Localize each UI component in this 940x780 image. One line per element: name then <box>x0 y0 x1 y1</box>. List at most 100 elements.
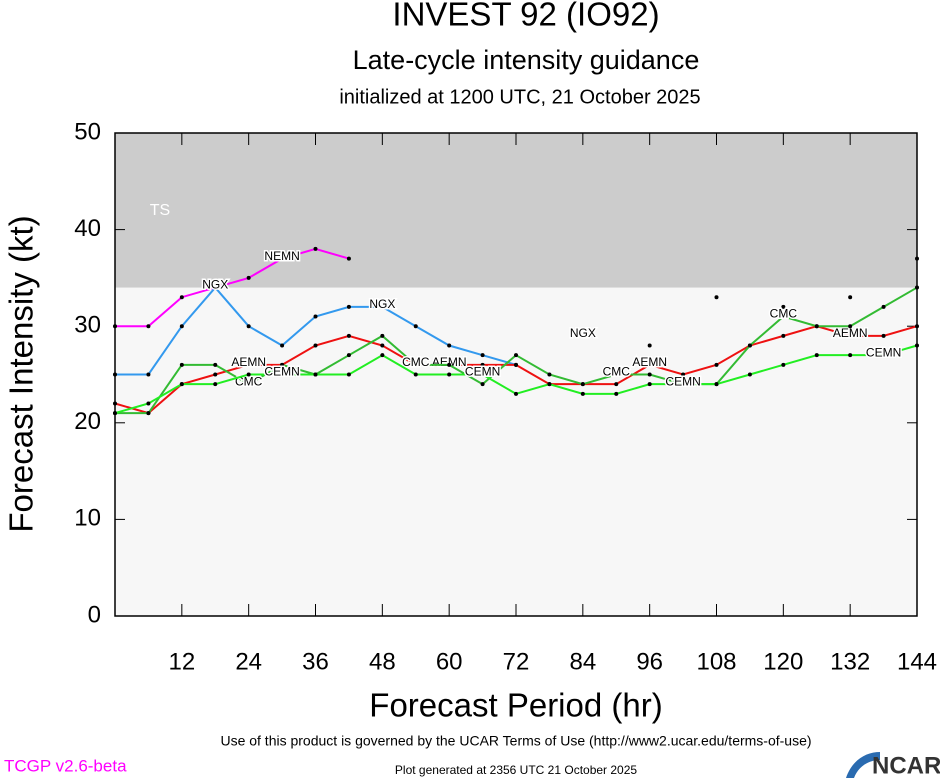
point <box>380 304 385 309</box>
series-label: AEMN <box>632 355 667 369</box>
series-label: NEMN <box>264 249 299 263</box>
point <box>915 256 919 261</box>
x-tick-label: 48 <box>369 648 396 675</box>
version: TCGP v2.6-beta <box>4 756 127 775</box>
series-label: CMC <box>402 355 430 369</box>
point <box>480 382 485 387</box>
point <box>647 382 652 387</box>
point <box>681 372 686 377</box>
point <box>915 324 919 329</box>
point <box>179 324 184 329</box>
point <box>346 353 351 358</box>
point <box>313 372 318 377</box>
point <box>113 372 117 377</box>
x-tick-label: 24 <box>235 648 262 675</box>
point <box>380 343 385 348</box>
point <box>246 324 251 329</box>
point <box>146 324 151 329</box>
point <box>781 333 786 338</box>
x-axis-label: Forecast Period (hr) <box>369 687 662 724</box>
point <box>246 275 251 280</box>
point <box>547 372 552 377</box>
point <box>915 343 919 348</box>
series-line <box>115 247 350 328</box>
point <box>213 285 218 290</box>
point <box>781 362 786 367</box>
point <box>614 391 619 396</box>
band-label: TS <box>150 202 170 219</box>
point <box>280 343 285 348</box>
y-axis-label: Forecast Intensity (kt) <box>3 215 40 532</box>
point <box>547 382 552 387</box>
point <box>113 401 117 406</box>
point <box>580 382 585 387</box>
chart-subtitle: Late-cycle intensity guidance <box>353 45 700 75</box>
point <box>346 333 351 338</box>
point <box>179 295 184 300</box>
point <box>848 324 853 329</box>
series-label: AEMN <box>833 326 868 340</box>
x-tick-label: 108 <box>696 648 736 675</box>
chart-subtitle2: initialized at 1200 UTC, 21 October 2025 <box>339 86 700 108</box>
y-tick-label: 30 <box>74 312 101 339</box>
point <box>480 362 485 367</box>
point <box>714 295 719 300</box>
point <box>280 256 285 261</box>
x-tick-label: 84 <box>569 648 596 675</box>
intensity-band <box>115 133 917 288</box>
point <box>514 353 518 358</box>
point <box>213 382 218 387</box>
series-label: AEMN <box>231 355 266 369</box>
point <box>747 343 752 348</box>
point <box>447 343 452 348</box>
point <box>580 333 585 338</box>
series-label: CEMN <box>866 345 901 359</box>
series-label: NGX <box>369 297 395 311</box>
point <box>447 362 452 367</box>
point <box>413 372 418 377</box>
point <box>246 382 251 387</box>
series-label: CMC <box>235 374 263 388</box>
series-label: CEMN <box>665 374 700 388</box>
point <box>246 362 251 367</box>
point <box>848 353 853 358</box>
point <box>781 314 786 319</box>
series-label: AEMN <box>432 355 467 369</box>
point <box>881 304 886 309</box>
logo-mark <box>846 752 880 778</box>
point <box>246 372 251 377</box>
point <box>179 362 184 367</box>
series-label: NGX <box>570 326 596 340</box>
point <box>447 372 452 377</box>
point <box>814 353 819 358</box>
point <box>413 362 418 367</box>
point <box>213 372 218 377</box>
point <box>915 285 919 290</box>
x-tick-label: 60 <box>436 648 463 675</box>
point <box>113 324 117 329</box>
point <box>280 372 285 377</box>
point <box>113 411 117 416</box>
point <box>346 372 351 377</box>
x-tick-label: 96 <box>636 648 663 675</box>
point <box>781 304 786 309</box>
point <box>480 353 485 358</box>
point <box>580 391 585 396</box>
point <box>614 372 619 377</box>
point <box>848 295 853 300</box>
terms: Use of this product is governed by the U… <box>220 733 811 749</box>
point <box>681 382 686 387</box>
point <box>614 382 619 387</box>
y-tick-label: 40 <box>74 215 101 242</box>
point <box>313 343 318 348</box>
x-tick-label: 36 <box>302 648 329 675</box>
plot: TS 0 10 20 30 40 50 12 24 36 48 60 72 84 96 108 120 132 14… <box>74 118 937 675</box>
point <box>714 362 719 367</box>
series-label: CMC <box>603 365 631 379</box>
point <box>714 382 719 387</box>
series-label: CEMN <box>264 365 299 379</box>
x-tick-label: 12 <box>168 648 195 675</box>
x-tick-label: 72 <box>503 648 530 675</box>
point <box>881 353 886 358</box>
